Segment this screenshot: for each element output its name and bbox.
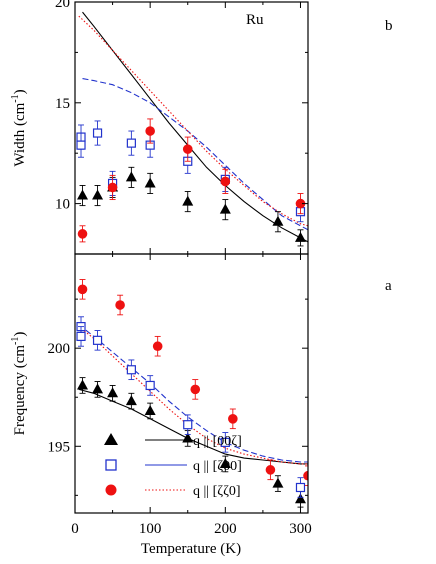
- panel-a-data-point: [77, 279, 88, 300]
- panel-a-data-point: [125, 392, 137, 410]
- panel-a-data-point: [76, 326, 86, 347]
- legend-entry: q || [ζζ0]: [105, 484, 241, 499]
- legend-entry: q || [00ζ]: [104, 433, 242, 449]
- panel-b-data-point: [107, 174, 118, 201]
- panel-b-data-point: [294, 229, 306, 247]
- panel-a-fit-curve-dotted: [78, 326, 308, 465]
- panel-b-plot-area: [76, 11, 308, 247]
- panel-b-y-axis-label: Width (cm-1): [10, 89, 28, 166]
- panel-a-letter: a: [385, 278, 392, 294]
- panel-b-data-point: [272, 211, 284, 233]
- panel-a-data-point: [107, 385, 119, 402]
- panel-b-data-point: [77, 185, 89, 207]
- legend-entry: q || [ζ00]: [105, 459, 242, 474]
- y-tick-label: 15: [55, 96, 70, 112]
- panel-b-data-point: [295, 193, 306, 215]
- panel-b-data-point: [219, 199, 231, 221]
- panel-b-data-point: [125, 166, 137, 188]
- panel-a-data-point: [77, 377, 89, 394]
- x-tick-label: 200: [214, 521, 237, 537]
- panel-a-data-point: [295, 477, 306, 498]
- panel-b-letter: b: [385, 18, 393, 34]
- legend-label: q || [ζ00]: [193, 459, 242, 474]
- panel-a-data-point: [115, 294, 125, 316]
- panel-b-data-point: [182, 191, 194, 213]
- x-axis-label: Temperature (K): [141, 541, 241, 557]
- panel-a-fit-curve-dashed: [78, 324, 308, 463]
- legend-marker: [104, 433, 118, 445]
- panel-b-data-point: [145, 118, 155, 144]
- panel-a-data-point: [145, 375, 155, 396]
- panel-b-width: 10 15 20 Width (cm-1) Ru b: [10, 0, 393, 255]
- panel-a-data-point: [126, 359, 136, 381]
- x-tick-label: 300: [289, 521, 312, 537]
- panel-b-data-point: [220, 168, 231, 194]
- panel-a-data-point: [152, 335, 163, 357]
- panel-a-data-point: [92, 381, 104, 398]
- panel-a-data-point: [190, 379, 201, 400]
- panel-a-data-point: [303, 465, 308, 486]
- panel-a-data-point: [228, 408, 238, 430]
- panel-a-data-point: [183, 414, 193, 435]
- legend-marker: [105, 459, 117, 471]
- panel-a-data-point: [144, 402, 156, 420]
- x-tick-label: 100: [139, 521, 162, 537]
- panel-b-fit-curve-dotted: [78, 15, 308, 227]
- panel-a-data-point: [92, 330, 103, 351]
- panel-b-data-point: [92, 185, 104, 207]
- panel-b-data-point: [92, 120, 103, 146]
- panel-b-data-point: [144, 172, 156, 194]
- panel-b-data-point: [126, 130, 136, 156]
- panel-a-frequency: 195 200 0 100 200 300 Frequency (cm-1) a Temp…: [10, 253, 392, 557]
- legend-marker: [105, 484, 117, 496]
- panel-a-frame: [74, 253, 309, 514]
- panel-b-frame: [74, 1, 309, 255]
- panel-a-data-point: [220, 432, 230, 453]
- y-tick-label: 20: [55, 0, 70, 11]
- y-tick-label: 195: [48, 439, 71, 455]
- panel-a-data-point: [219, 455, 231, 473]
- panel-a-plot-area: [76, 279, 308, 508]
- legend: q || [00ζ] q || [ζ00] q || [ζζ0]: [104, 433, 242, 499]
- legend-label: q || [ζζ0]: [193, 484, 241, 499]
- panel-a-data-point: [265, 459, 276, 481]
- panel-b-data-point: [76, 132, 86, 158]
- y-tick-label: 10: [55, 197, 70, 213]
- y-tick-label: 200: [48, 341, 71, 357]
- panel-b-sample-label: Ru: [246, 12, 264, 28]
- legend-label: q || [00ζ]: [193, 434, 242, 449]
- panel-b-fit-curve-solid: [82, 11, 308, 243]
- panel-a-data-point: [272, 475, 284, 492]
- panel-a-y-axis-label: Frequency (cm-1): [10, 332, 28, 436]
- panel-b-fit-curve-dashed: [82, 78, 308, 231]
- x-tick-label: 0: [71, 521, 79, 537]
- panel-b-data-point: [182, 136, 193, 162]
- panel-a-fit-curve-solid: [78, 388, 308, 465]
- panel-b-data-point: [77, 225, 88, 243]
